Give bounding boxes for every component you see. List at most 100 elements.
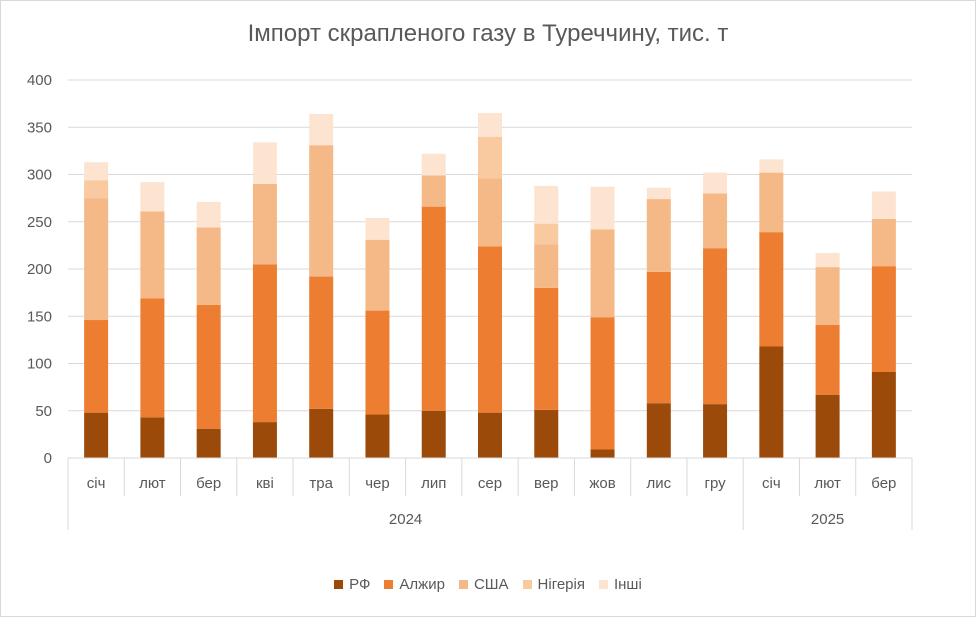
legend-item: РФ bbox=[334, 576, 370, 593]
bar-segment bbox=[815, 267, 840, 325]
x-tick-label: гру bbox=[704, 475, 726, 492]
y-tick-label: 50 bbox=[35, 403, 52, 420]
bar-segment bbox=[421, 175, 446, 207]
bar-segment bbox=[646, 187, 671, 200]
bar-segment bbox=[252, 183, 277, 265]
x-tick-label: лют bbox=[139, 475, 166, 492]
bar-segment bbox=[646, 403, 671, 458]
bar-segment bbox=[534, 185, 559, 224]
bar-segment bbox=[140, 182, 165, 212]
bar-segment bbox=[534, 287, 559, 410]
y-tick-label: 350 bbox=[27, 119, 52, 136]
bar-segment bbox=[365, 239, 390, 311]
bar-segment bbox=[140, 298, 165, 418]
bar-segment bbox=[871, 191, 896, 219]
bar-segment bbox=[534, 244, 559, 288]
legend-label: Нігерія bbox=[537, 576, 585, 593]
bar-segment bbox=[534, 223, 559, 245]
x-tick-label: бер bbox=[871, 475, 896, 492]
bar-segment bbox=[309, 276, 334, 409]
bar-segment bbox=[140, 417, 165, 458]
bar-segment bbox=[703, 248, 728, 405]
x-tick-label: сер bbox=[478, 475, 502, 492]
bar-segment bbox=[478, 412, 502, 458]
y-tick-label: 400 bbox=[27, 72, 52, 89]
bar-segment bbox=[309, 145, 334, 277]
legend-swatch bbox=[458, 580, 468, 589]
bar-segment bbox=[84, 198, 109, 321]
y-tick-label: 250 bbox=[27, 214, 52, 231]
bar-segment bbox=[534, 409, 559, 458]
legend-label: США bbox=[473, 576, 509, 593]
bar-segment bbox=[871, 218, 896, 267]
bar-segment bbox=[759, 159, 784, 173]
legend-item: Алжир bbox=[384, 576, 445, 593]
y-tick-label: 200 bbox=[27, 261, 52, 278]
x-tick-label: вер bbox=[534, 475, 559, 492]
x-tick-label: кві bbox=[256, 475, 274, 492]
legend-swatch bbox=[384, 580, 394, 589]
bar-segment bbox=[871, 372, 896, 458]
bar-segment bbox=[84, 162, 109, 181]
bar-segment bbox=[478, 178, 502, 247]
x-tick-label: жов bbox=[589, 475, 615, 492]
y-tick-label: 100 bbox=[27, 356, 52, 373]
bar-segment bbox=[759, 232, 784, 347]
bar-segment bbox=[84, 320, 109, 413]
bar-segment bbox=[196, 304, 221, 429]
bar-segment bbox=[478, 113, 502, 137]
chart-legend: РФ Алжир США Нігерія Інші bbox=[0, 576, 976, 593]
legend-label: Алжир bbox=[399, 576, 445, 593]
bar-segment bbox=[815, 252, 840, 268]
bar-segment bbox=[759, 346, 784, 458]
x-tick-label: лип bbox=[421, 475, 446, 492]
bar-segment bbox=[84, 180, 109, 199]
chart-title: Імпорт скрапленого газу в Туреччину, тис… bbox=[247, 20, 729, 47]
bar-segment bbox=[421, 206, 446, 411]
bar-segment bbox=[590, 186, 615, 230]
legend-item: Інші bbox=[598, 576, 642, 593]
legend-item: Нігерія bbox=[522, 576, 585, 593]
bar-segment bbox=[196, 227, 221, 305]
bar-segment bbox=[703, 172, 728, 194]
bar-segment bbox=[309, 114, 334, 146]
x-tick-label: лют bbox=[814, 475, 841, 492]
bar-segment bbox=[252, 422, 277, 458]
bar-segment bbox=[590, 449, 615, 458]
x-tick-label: січ bbox=[762, 475, 781, 492]
bar-segment bbox=[478, 246, 502, 413]
x-tick-label: бер bbox=[196, 475, 221, 492]
y-tick-label: 0 bbox=[44, 450, 52, 467]
bar-segment bbox=[421, 153, 446, 176]
y-tick-label: 300 bbox=[27, 167, 52, 184]
legend-swatch bbox=[334, 580, 344, 589]
bar-segment bbox=[646, 271, 671, 404]
year-group-label: 2025 bbox=[811, 511, 844, 528]
bar-segment bbox=[365, 310, 390, 415]
bar-segment bbox=[871, 266, 896, 373]
legend-swatch bbox=[522, 580, 532, 589]
bar-segment bbox=[84, 412, 109, 458]
x-tick-label: чер bbox=[365, 475, 390, 492]
bar-segment bbox=[252, 142, 277, 184]
bar-segment bbox=[815, 324, 840, 395]
legend-item: США bbox=[458, 576, 509, 593]
bar-segment bbox=[196, 428, 221, 458]
bar-segment bbox=[703, 193, 728, 249]
bar-segment bbox=[478, 136, 502, 179]
bar-segment bbox=[196, 201, 221, 228]
bar-segment bbox=[421, 410, 446, 458]
legend-swatch bbox=[598, 580, 608, 589]
bar-segment bbox=[252, 264, 277, 423]
y-tick-label: 150 bbox=[27, 308, 52, 325]
bar-segment bbox=[309, 408, 334, 458]
legend-label: Інші bbox=[613, 576, 642, 593]
bar-segment bbox=[140, 211, 165, 299]
x-tick-label: лис bbox=[646, 475, 671, 492]
x-tick-label: тра bbox=[309, 475, 333, 492]
bar-segment bbox=[365, 217, 390, 240]
legend-label: РФ bbox=[349, 576, 371, 593]
bar-segment bbox=[590, 229, 615, 318]
bar-segment bbox=[815, 394, 840, 458]
